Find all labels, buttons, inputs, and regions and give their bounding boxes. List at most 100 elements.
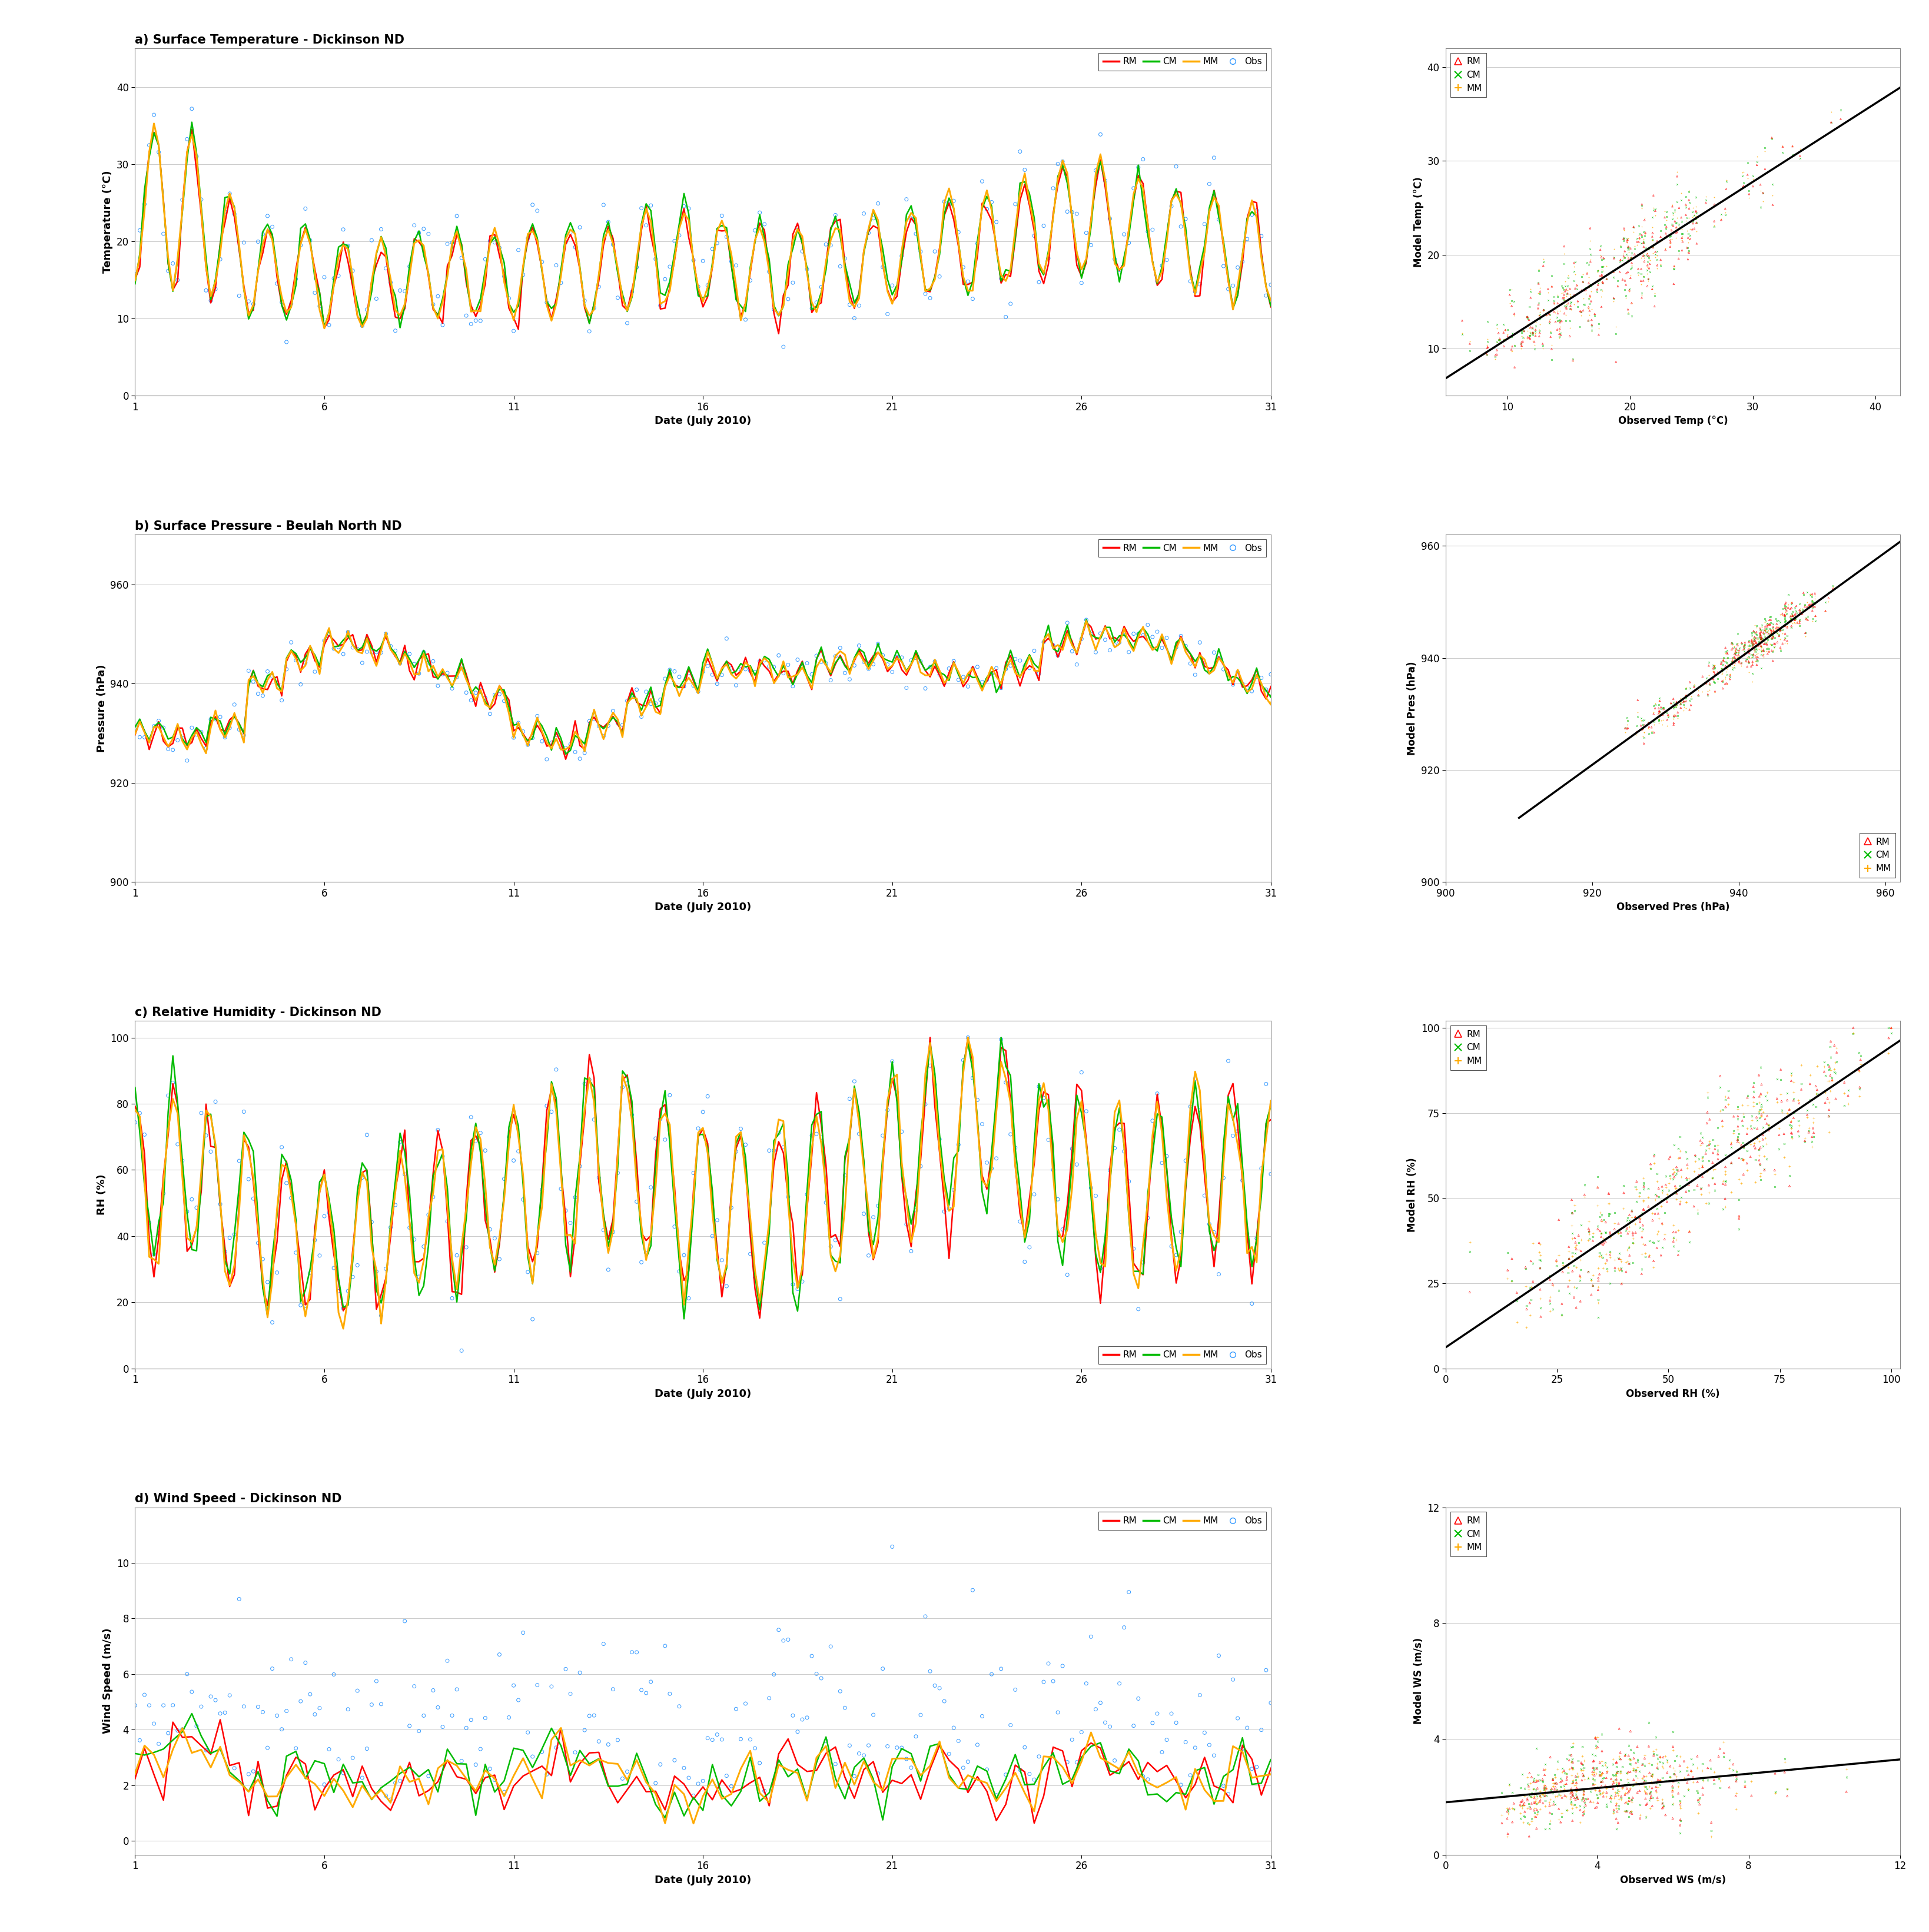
Point [982,653,1013,684]
Point [1615,1206,1645,1236]
Point [1642,1219,1672,1250]
Point [1750,626,1780,657]
Point [461,305,492,336]
Point [1725,645,1755,676]
Point [1813,585,1844,616]
Point [1821,1047,1852,1078]
Point [1582,1285,1613,1316]
Point [1771,620,1802,651]
Point [1632,240,1663,270]
Point [1539,288,1570,319]
Y-axis label: Pressure (hPa): Pressure (hPa) [96,665,106,752]
Point [1514,303,1545,334]
Point [1734,647,1765,678]
Point [280,263,311,294]
Point [1227,1165,1258,1196]
Point [712,1760,743,1791]
Point [455,309,486,340]
Point [1642,1159,1672,1190]
Point [1759,622,1790,653]
Point [1551,1781,1582,1812]
Point [1584,1760,1615,1791]
Legend: RM, CM, MM: RM, CM, MM [1860,833,1896,877]
Point [1568,1745,1599,1776]
Point [957,284,988,315]
Point [1578,1764,1609,1795]
Point [565,1151,596,1182]
Point [478,226,509,257]
Point [1688,1150,1719,1180]
Point [1005,135,1036,166]
Point [1707,655,1738,686]
Point [498,723,529,753]
Point [1578,1217,1609,1248]
Point [1568,1182,1599,1213]
Point [797,1121,828,1151]
Point [1757,612,1788,643]
Point [1557,1768,1588,1799]
Point [1717,630,1748,661]
Point [1543,305,1574,336]
Point [1784,597,1815,628]
Point [1748,624,1779,655]
Point [1634,1772,1665,1803]
Point [1779,603,1809,634]
Point [220,199,251,230]
Point [1622,253,1653,284]
Point [1233,1712,1263,1743]
Point [1738,626,1769,657]
Point [1667,203,1698,234]
Point [1705,1072,1736,1103]
Point [1821,1084,1852,1115]
Point [1518,1795,1549,1826]
Point [1694,668,1725,699]
Point [272,1167,303,1198]
Point [891,1209,922,1240]
Point [1634,1182,1665,1213]
Point [1728,1097,1759,1128]
Point [1549,282,1580,313]
Point [1588,1252,1618,1283]
Point [1838,1018,1869,1049]
Point [1601,1814,1632,1845]
Point [465,1733,496,1764]
Point [1744,612,1775,643]
Point [1507,1789,1537,1820]
Point [1561,1293,1591,1323]
Point [1694,651,1725,682]
Point [1636,1772,1667,1803]
Point [1528,1781,1559,1812]
Point [1620,1760,1651,1791]
Point [1566,274,1597,305]
Point [1634,257,1665,288]
Point [1246,1714,1277,1745]
Point [1632,240,1663,270]
Point [475,699,505,730]
Point [1155,1698,1186,1729]
Point [233,286,264,317]
Point [895,1236,926,1267]
Point [1545,1776,1576,1806]
Point [1557,1198,1588,1229]
Point [1657,1227,1688,1258]
Point [550,226,581,257]
Point [1551,290,1582,321]
Point [1746,1101,1777,1132]
Point [1748,636,1779,667]
Point [1750,1122,1780,1153]
Point [1792,601,1823,632]
Point [1530,1777,1561,1808]
Point [721,1136,752,1167]
Point [1674,176,1705,207]
Point [1777,599,1807,630]
Point [1779,601,1809,632]
Point [1530,1779,1561,1810]
Point [1586,255,1617,286]
Point [442,1240,473,1271]
Point [1489,315,1520,346]
Point [1738,624,1769,655]
Point [1611,226,1642,257]
Point [1802,1078,1833,1109]
Point [1750,614,1780,645]
Point [1709,643,1740,674]
